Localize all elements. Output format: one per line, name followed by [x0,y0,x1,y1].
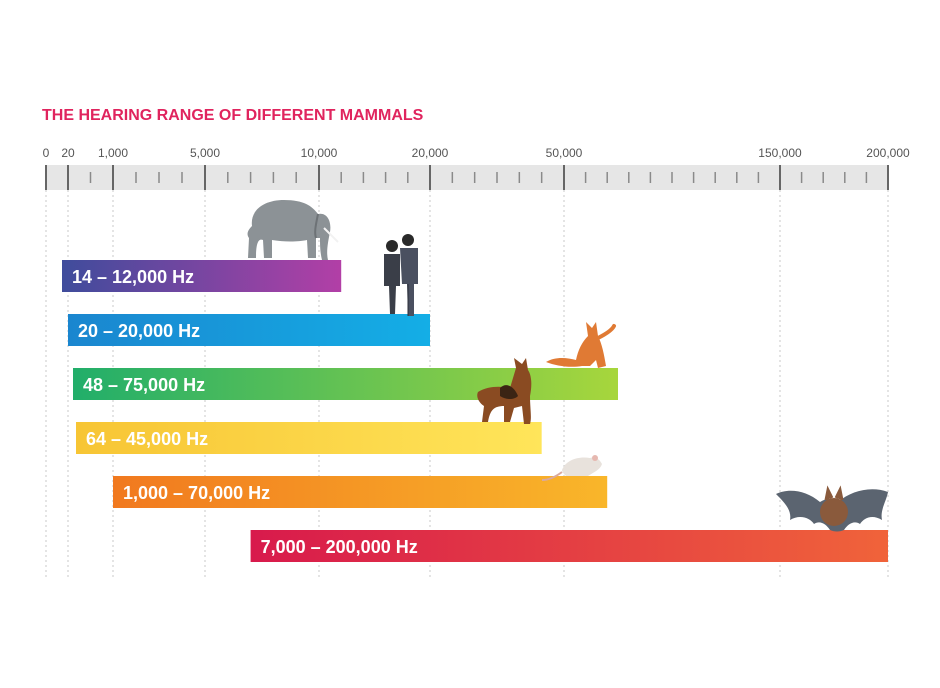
range-bar [250,530,889,562]
bat-icon [776,485,888,532]
range-bar-label: 7,000 – 200,000 Hz [261,537,418,557]
chart-title: THE HEARING RANGE OF DIFFERENT MAMMALS [42,107,424,124]
range-bar [62,260,342,292]
range-bar [76,422,542,454]
axis-ticks: 0 20 1,000 5,000 10,000 20,000 50,000 150,000 20… [43,146,910,190]
elephant-icon [247,200,339,260]
range-bar-label: 20 – 20,000 Hz [78,321,200,341]
tick-label: 20 [61,146,75,160]
range-bar-label: 48 – 75,000 Hz [83,375,205,395]
range-bar-label: 1,000 – 70,000 Hz [123,483,270,503]
range-bar [113,476,608,508]
tick-label: 20,000 [412,146,449,160]
minor-ticks [89,172,868,183]
human-couple-icon [384,234,418,316]
rat-icon [541,455,602,481]
range-bars: 14 – 12,000 Hz 20 – 20,000 Hz 48 – 75,000 … [62,260,889,562]
tick-label: 0 [43,146,50,160]
tick-label: 1,000 [98,146,128,160]
tick-label: 150,000 [758,146,802,160]
tick-label: 200,000 [866,146,910,160]
range-bar-label: 14 – 12,000 Hz [72,267,194,287]
tick-label: 50,000 [546,146,583,160]
tick-label: 10,000 [301,146,338,160]
tick-label: 5,000 [190,146,220,160]
axis-scale-bar [46,165,888,190]
cat-icon [546,322,616,368]
range-bar-label: 64 – 45,000 Hz [86,429,208,449]
range-bar [68,314,430,346]
dog-icon [477,358,532,424]
